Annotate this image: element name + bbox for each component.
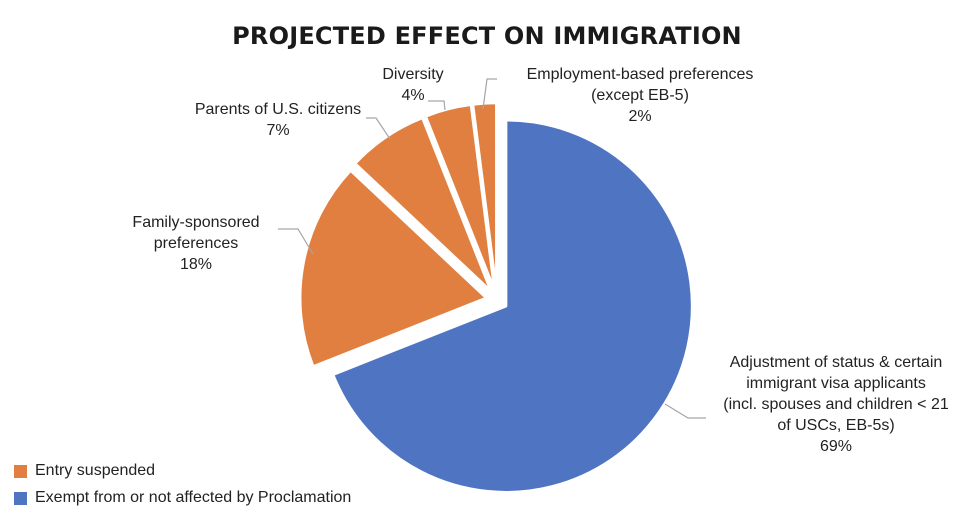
label-employment-line-2: (except EB-5): [591, 87, 689, 104]
pie-slice-employment: [471, 101, 498, 291]
label-diversity-pct: 4%: [401, 87, 425, 104]
label-parents-pct: 7%: [266, 122, 290, 139]
label-family-line-2: preferences: [153, 235, 239, 252]
label-adjustment-pct: 69%: [819, 438, 853, 455]
label-family-pct: 18%: [179, 256, 213, 273]
label-diversity-line-1: Diversity: [382, 66, 444, 83]
label-diversity: Diversity 4%: [368, 64, 458, 106]
legend-entry-exempt: Exempt from or not affected by Proclamat…: [14, 489, 351, 507]
pie-slice-family: [298, 169, 488, 368]
legend-label-exempt: Exempt from or not affected by Proclamat…: [35, 489, 352, 506]
label-parents: Parents of U.S. citizens 7%: [176, 99, 380, 141]
leader-line-employment: [482, 78, 497, 110]
leader-line-adjustment: [664, 403, 706, 419]
pie-slice-parents: [353, 116, 493, 293]
label-employment-pct: 2%: [628, 108, 652, 125]
label-adjustment-line-2: immigrant visa applicants: [746, 375, 926, 392]
chart-title: PROJECTED EFFECT ON IMMIGRATION: [232, 22, 742, 50]
label-employment: Employment-based preferences (except EB-…: [496, 64, 784, 127]
leader-line-diversity: [428, 100, 446, 111]
legend-swatch-exempt: [14, 491, 27, 505]
pie-slice-diversity: [424, 103, 496, 291]
label-parents-line-1: Parents of U.S. citizens: [194, 101, 362, 118]
label-adjustment: Adjustment of status & certain immigrant…: [700, 352, 972, 457]
label-employment-line-1: Employment-based preferences: [526, 66, 754, 83]
label-adjustment-line-1: Adjustment of status & certain: [729, 354, 943, 371]
label-adjustment-line-3: (incl. spouses and children < 21: [723, 396, 949, 413]
label-adjustment-line-4: of USCs, EB-5s): [777, 417, 895, 434]
leader-line-family: [278, 228, 314, 255]
leader-line-parents: [366, 117, 391, 140]
legend-swatch-suspended: [14, 464, 27, 478]
label-family: Family-sponsored preferences 18%: [116, 212, 276, 275]
label-family-line-1: Family-sponsored: [132, 214, 260, 231]
legend-label-suspended: Entry suspended: [35, 462, 156, 479]
pie-slice-adjustment: [331, 118, 694, 494]
legend-entry-suspended: Entry suspended: [14, 462, 155, 480]
